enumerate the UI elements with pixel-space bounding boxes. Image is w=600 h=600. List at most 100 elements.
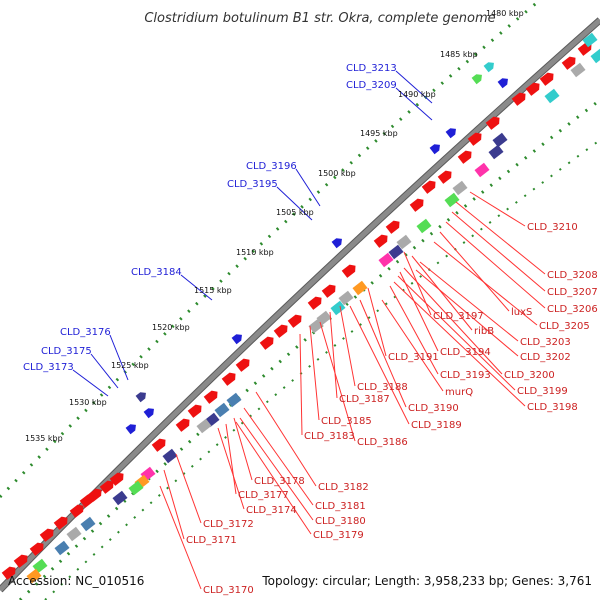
cog-gene (396, 234, 412, 250)
kbp-label: 1535 kbp (25, 434, 63, 443)
inner-gene-label: CLD_3180 (315, 516, 366, 527)
inner-leader-line (299, 333, 303, 436)
forward-gene (307, 296, 322, 310)
forward-gene (1, 566, 16, 580)
outer-gene-label: CLD_3184 (131, 267, 182, 278)
cog-gene (330, 300, 346, 316)
forward-gene (221, 372, 236, 386)
outer-leader-line (295, 168, 321, 207)
forward-gene (321, 284, 336, 298)
accession-text: Accession: NC_010516 (8, 574, 144, 588)
forward-gene (539, 72, 554, 86)
inner-gene-label: CLD_3182 (318, 482, 369, 493)
inner-leader-line (217, 427, 245, 510)
forward-gene (287, 314, 302, 328)
inner-leader-line (411, 255, 473, 331)
inner-gene-label: CLD_3183 (304, 431, 355, 442)
reverse-gene (429, 144, 440, 155)
inner-leader-line (469, 191, 526, 227)
forward-gene (467, 132, 482, 146)
reverse-gene (471, 74, 482, 85)
forward-gene (13, 554, 28, 568)
outer-leader-line (109, 334, 129, 381)
map-title: Clostridium botulinum B1 str. Okra, comp… (144, 11, 495, 26)
inner-leader-line (359, 299, 407, 408)
forward-gene (457, 150, 472, 164)
inner-leader-line (329, 311, 338, 399)
cog-gene (452, 180, 468, 196)
forward-gene (273, 324, 288, 338)
reverse-gene (331, 238, 342, 249)
inner-leader-line (243, 407, 314, 506)
forward-gene (373, 234, 388, 248)
outer-leader-line (395, 70, 433, 104)
outer-gene-label: CLD_3173 (23, 362, 74, 373)
cog-gene (226, 392, 242, 408)
cog-gene (570, 62, 586, 78)
cog-gene (162, 448, 178, 464)
forward-gene (69, 504, 84, 518)
inner-leader-line (399, 271, 439, 352)
inner-gene-label: CLD_3210 (527, 222, 578, 233)
outer-leader-line (180, 274, 213, 301)
inner-leader-line (419, 261, 519, 342)
inner-gene-label: CLD_3200 (504, 370, 555, 381)
inner-gene-label: CLD_3203 (520, 337, 571, 348)
forward-gene (511, 92, 526, 106)
forward-gene (525, 82, 540, 96)
inner-leader-line (455, 201, 546, 275)
forward-gene (341, 264, 356, 278)
summary-text: Topology: circular; Length: 3,958,233 bp… (261, 574, 592, 588)
reverse-gene (125, 424, 136, 435)
cog-gene (196, 418, 212, 434)
forward-gene (437, 170, 452, 184)
cog-gene (590, 48, 600, 64)
outer-leader-line (90, 353, 119, 389)
cog-gene (26, 568, 42, 584)
inner-leader-line (445, 221, 546, 309)
inner-gene-label: murQ (445, 387, 473, 398)
kbp-label: 1515 kbp (194, 286, 232, 295)
cog-gene (316, 310, 332, 326)
inner-gene-label: CLD_3185 (321, 416, 372, 427)
inner-leader-line (339, 305, 356, 387)
inner-leader-line (381, 299, 444, 392)
inner-leader-line (175, 453, 202, 524)
inner-leader-line (389, 285, 439, 375)
kbp-labels: 1480 kbp 1485 kbp 1490 kbp 1495 kbp 1500 kbp… (25, 9, 524, 443)
inner-leader-line (451, 211, 546, 292)
inner-leader-line (397, 275, 516, 391)
inner-gene-label: CLD_3188 (357, 382, 408, 393)
inner-gene-label: CLD_3186 (357, 437, 408, 448)
inner-gene-label: CLD_3194 (440, 347, 491, 358)
cog-gene (544, 88, 560, 104)
inner-gene-label: CLD_3206 (547, 304, 598, 315)
inner-gene-label: CLD_3172 (203, 519, 254, 530)
kbp-label: 1530 kbp (69, 398, 107, 407)
inner-leader-line (239, 417, 314, 521)
forward-gene (235, 358, 250, 372)
inner-leader-line (439, 231, 510, 312)
forward-gene (485, 116, 500, 130)
kbp-label: 1480 kbp (486, 9, 524, 18)
forward-gene (421, 180, 436, 194)
reverse-gene (143, 408, 154, 419)
kbp-label: 1495 kbp (360, 129, 398, 138)
cog-gene (80, 516, 96, 532)
inner-gene-label: CLD_3207 (547, 287, 598, 298)
inner-gene-label: CLD_3197 (433, 311, 484, 322)
cog-gene (128, 480, 144, 496)
forward-gene (259, 336, 274, 350)
cog-gene (582, 32, 598, 48)
inner-gene-label: CLD_3199 (517, 386, 568, 397)
inner-gene-label: CLD_3193 (440, 370, 491, 381)
outer-leader-line (276, 186, 313, 221)
inner-gene-label: CLD_3190 (408, 403, 459, 414)
inner-leader-line (349, 305, 410, 425)
outer-leader-line (395, 87, 433, 121)
inner-gene-label: CLD_3202 (520, 352, 571, 363)
inner-leader-line (309, 325, 320, 421)
inner-gene-label: CLD_3208 (547, 270, 598, 281)
cog-gene (474, 162, 490, 178)
outer-gene-label: CLD_3209 (346, 80, 397, 91)
